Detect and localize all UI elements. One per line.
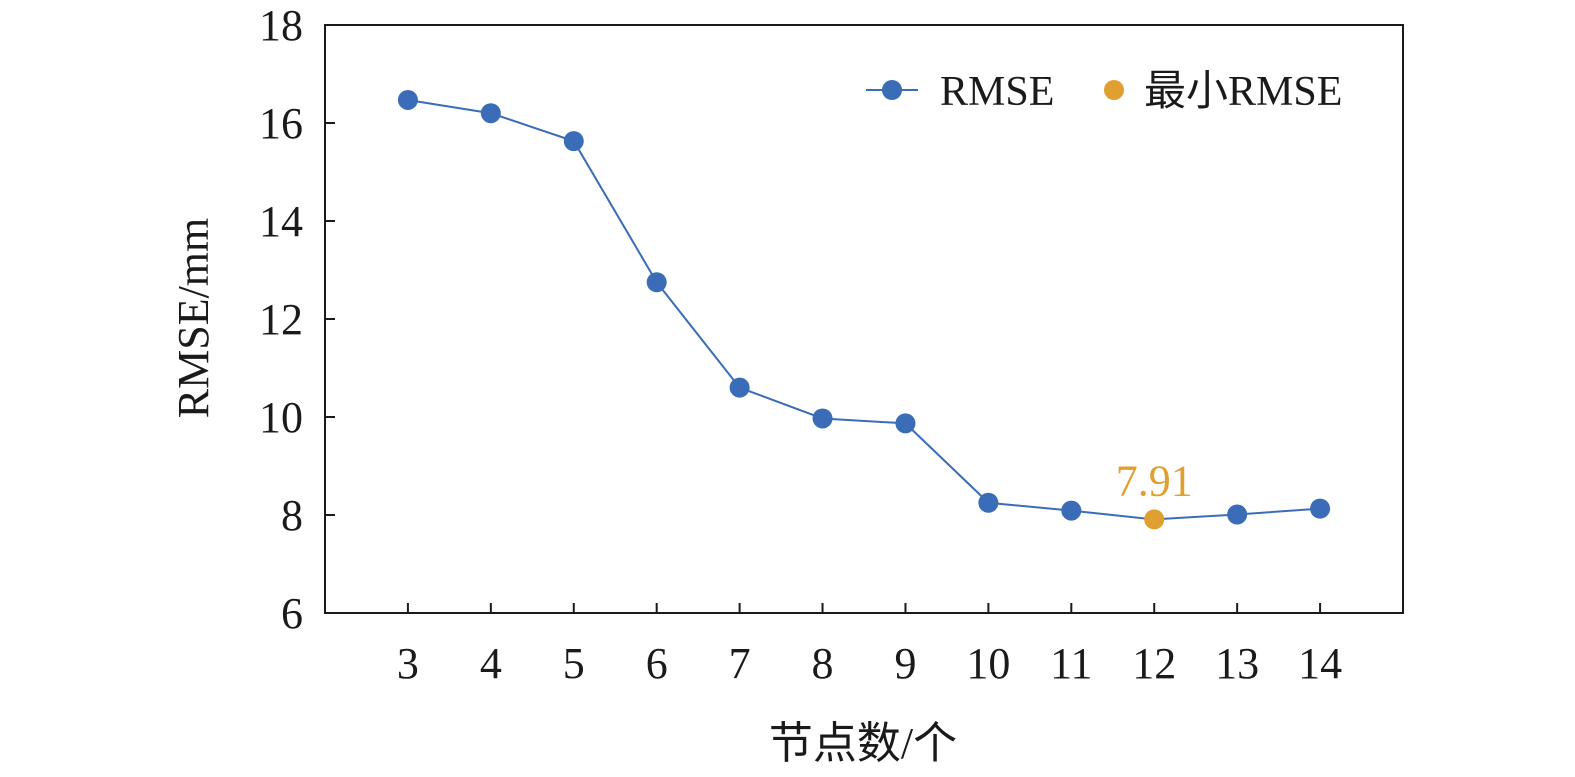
x-tick-label: 6 [646, 639, 668, 688]
legend: RMSE 最小RMSE [866, 69, 1342, 115]
x-tick-label: 4 [480, 639, 502, 688]
legend-rmse-label: RMSE [940, 69, 1054, 115]
legend-min-rmse-marker [1104, 80, 1124, 100]
y-tick-label: 16 [259, 99, 303, 148]
x-tick-label: 11 [1050, 639, 1092, 688]
y-tick-label: 10 [259, 393, 303, 442]
x-tick-label: 13 [1215, 639, 1259, 688]
data-point [480, 103, 501, 124]
data-point [978, 492, 999, 513]
x-tick-label: 7 [729, 639, 751, 688]
x-tick-label: 10 [966, 639, 1010, 688]
y-tick-label: 12 [259, 295, 303, 344]
data-point [397, 89, 418, 110]
data-point [646, 272, 667, 293]
data-point [729, 377, 750, 398]
y-axis-title: RMSE/mm [169, 218, 218, 419]
x-tick-label: 12 [1132, 639, 1176, 688]
min-rmse-data-label: 7.91 [1116, 456, 1193, 505]
data-point [563, 131, 584, 152]
series-layer [397, 89, 1331, 530]
y-axis-ticks: 6 8 10 12 14 16 18 [259, 1, 335, 638]
x-axis-title: 节点数/个 [769, 719, 957, 768]
data-point [1310, 498, 1331, 519]
x-tick-label: 9 [894, 639, 916, 688]
x-tick-label: 3 [397, 639, 419, 688]
y-tick-label: 8 [281, 491, 303, 540]
data-point [895, 413, 916, 434]
min-rmse-point [1144, 509, 1165, 530]
data-point [1227, 504, 1248, 525]
y-tick-label: 18 [259, 1, 303, 50]
legend-min-rmse-label: 最小RMSE [1144, 69, 1342, 115]
x-tick-label: 8 [812, 639, 834, 688]
series-line-rmse [407, 98, 1321, 521]
x-axis-ticks: 3 4 5 6 7 8 9 10 11 12 13 14 [397, 603, 1342, 688]
data-point [1061, 500, 1082, 521]
data-point [812, 408, 833, 429]
highlight-layer: 7.91 [1116, 456, 1193, 505]
y-tick-label: 14 [259, 197, 303, 246]
x-tick-label: 14 [1298, 639, 1342, 688]
legend-rmse-marker [882, 80, 902, 100]
x-tick-label: 5 [563, 639, 585, 688]
y-tick-label: 6 [281, 589, 303, 638]
